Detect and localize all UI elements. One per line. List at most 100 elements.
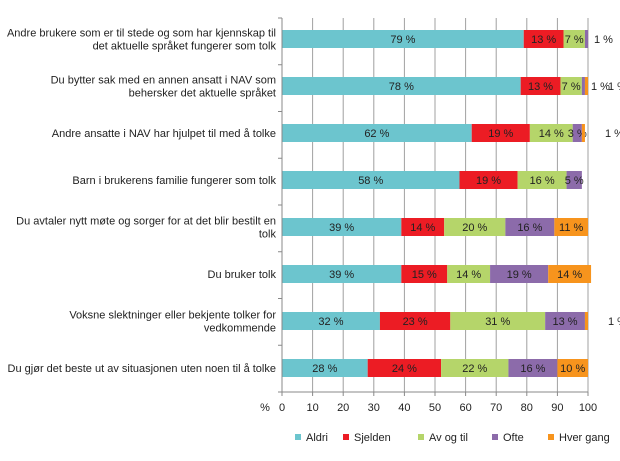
bar-segment-ofte	[505, 218, 555, 236]
data-label: 1 %	[608, 81, 620, 93]
data-label: 79 %	[390, 34, 415, 46]
bar-segment-aldri	[282, 312, 380, 330]
category-label: Andre ansatte i NAV har hjulpet til med …	[52, 128, 276, 140]
data-label: 23 %	[403, 316, 428, 328]
gridlines	[281, 18, 589, 392]
bar-segment-av-og-til	[563, 30, 585, 48]
bar-segment-ofte	[490, 265, 549, 283]
x-tick-label: 80	[521, 402, 533, 414]
data-label: 5 %	[565, 175, 584, 187]
bar-segment-aldri	[282, 218, 402, 236]
bar-segment-sjelden	[471, 124, 530, 142]
bar-segment-ofte	[572, 124, 582, 142]
data-label: 1 %	[605, 128, 620, 140]
data-label: 7 %	[562, 81, 581, 93]
data-label: 62 %	[364, 128, 389, 140]
data-label: 13 %	[528, 81, 553, 93]
data-label: 16 %	[520, 363, 545, 375]
legend-label: Av og til	[429, 432, 468, 444]
data-label: 1 %	[591, 81, 610, 93]
bar-segment-av-og-til	[450, 312, 546, 330]
legend-swatch	[295, 434, 301, 440]
x-tick-label: 40	[398, 402, 410, 414]
category-label: Du bruker tolk	[208, 269, 277, 281]
data-label: 39 %	[329, 222, 354, 234]
x-axis: 0 10 20 30 40 50 60 70 80 90 100	[278, 17, 597, 414]
bar-segment-sjelden	[459, 171, 518, 189]
bar-segment-aldri	[282, 124, 472, 142]
x-tick-label: 30	[368, 402, 380, 414]
x-tick-label: 20	[337, 402, 349, 414]
category-label: vedkommende	[204, 323, 276, 335]
data-label: 78 %	[389, 81, 414, 93]
bar-segment-ofte	[508, 359, 558, 377]
legend-swatch	[492, 434, 498, 440]
bar-segment-av-og-til	[529, 124, 573, 142]
x-tick-label: 100	[579, 402, 597, 414]
bar-segment-av-og-til	[441, 359, 509, 377]
data-label: 15 %	[412, 269, 437, 281]
legend: Aldri Sjelden Av og til Ofte Hver gang	[295, 432, 610, 444]
legend-label: Ofte	[503, 432, 524, 444]
data-label: 19 %	[488, 128, 513, 140]
bar-segment-aldri	[282, 359, 368, 377]
category-label: Voksne slektninger eller bekjente tolker…	[69, 310, 276, 322]
data-label: 14 %	[410, 222, 435, 234]
data-label: 14 %	[557, 269, 582, 281]
data-label: 11 %	[559, 222, 583, 234]
x-axis-label: %	[260, 402, 270, 414]
bar-segment-hver-gang	[557, 359, 588, 377]
bar-segment-sjelden	[523, 30, 564, 48]
category-label: Barn i brukerens familie fungerer som to…	[72, 175, 276, 187]
category-label: Du bytter sak med en annen ansatt i NAV …	[51, 75, 276, 87]
data-label: 13 %	[531, 34, 556, 46]
data-label: 1 %	[594, 34, 613, 46]
data-label: 58 %	[358, 175, 383, 187]
bar-segment-sjelden	[520, 77, 561, 95]
bar-segment-sjelden	[367, 359, 442, 377]
bar-segment-sjelden	[401, 265, 448, 283]
bar-segment-ofte	[566, 171, 582, 189]
data-label: 16 %	[530, 175, 555, 187]
bar-segment-ofte	[581, 77, 585, 95]
category-label: Du gjør det beste ut av situasjonen uten…	[8, 363, 276, 375]
bar-segment-aldri	[282, 171, 460, 189]
x-tick-label: 50	[429, 402, 441, 414]
category-label: tolk	[259, 229, 277, 241]
category-label: Du avtaler nytt møte og sorger for at de…	[16, 216, 276, 228]
bar-segment-hver-gang	[584, 312, 588, 330]
bar-segment-hver-gang	[554, 218, 588, 236]
data-label: 28 %	[312, 363, 337, 375]
category-labels: Andre brukere som er til stede og som ha…	[7, 28, 277, 376]
data-label: 10 %	[560, 363, 585, 375]
legend-label: Aldri	[306, 432, 328, 444]
data-label: 39 %	[329, 269, 354, 281]
bar-segment-hver-gang	[581, 124, 585, 142]
data-label: 31 %	[485, 316, 510, 328]
data-label: 14 %	[539, 128, 564, 140]
legend-label: Sjelden	[354, 432, 391, 444]
x-tick-label: 10	[306, 402, 318, 414]
data-label: 32 %	[318, 316, 343, 328]
bar-segment-aldri	[282, 77, 521, 95]
bar-segment-aldri	[282, 265, 402, 283]
data-label: 1 %	[608, 316, 620, 328]
x-tick-label: 60	[459, 402, 471, 414]
data-label: 16 %	[517, 222, 542, 234]
bar-segment-sjelden	[379, 312, 451, 330]
data-label: 7 %	[565, 34, 584, 46]
category-label: behersker det aktuelle språket	[129, 88, 276, 100]
category-label: det aktuelle språket fungerer som tolk	[93, 41, 277, 53]
bar-segment-ofte	[584, 30, 588, 48]
bar-segment-hver-gang	[548, 265, 592, 283]
data-label: 19 %	[476, 175, 501, 187]
data-label: 19 %	[507, 269, 532, 281]
data-label: 24 %	[392, 363, 417, 375]
bar-segment-sjelden	[401, 218, 445, 236]
data-label: 20 %	[462, 222, 487, 234]
data-label: 22 %	[462, 363, 487, 375]
x-tick-label: 70	[490, 402, 502, 414]
legend-swatch	[548, 434, 554, 440]
bars: 79 %13 %7 %1 %78 %13 %7 %1 %1 %62 %19 %1…	[282, 30, 620, 377]
bar-segment-aldri	[282, 30, 524, 48]
